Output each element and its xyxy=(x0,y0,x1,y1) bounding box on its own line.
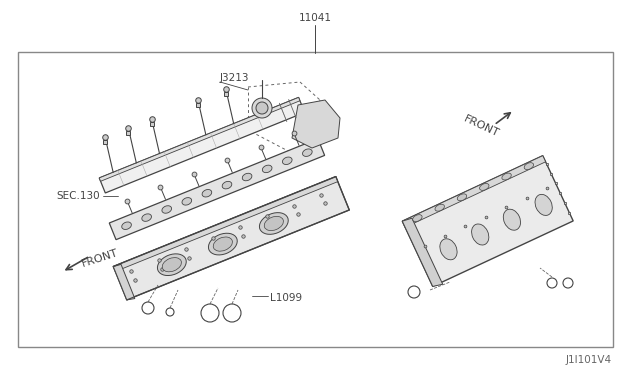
Text: FRONT: FRONT xyxy=(461,113,500,138)
Ellipse shape xyxy=(479,183,489,190)
Ellipse shape xyxy=(458,194,467,201)
Ellipse shape xyxy=(440,239,457,260)
Ellipse shape xyxy=(182,198,191,205)
Ellipse shape xyxy=(472,224,489,245)
Text: FRONT: FRONT xyxy=(81,247,120,269)
Circle shape xyxy=(256,102,268,114)
Ellipse shape xyxy=(259,213,288,234)
Ellipse shape xyxy=(503,209,520,230)
Ellipse shape xyxy=(142,214,152,221)
Ellipse shape xyxy=(524,163,534,170)
Circle shape xyxy=(252,98,272,118)
Polygon shape xyxy=(403,155,573,286)
Polygon shape xyxy=(99,97,305,193)
Ellipse shape xyxy=(264,217,284,231)
Ellipse shape xyxy=(435,204,444,211)
Polygon shape xyxy=(99,97,300,181)
Ellipse shape xyxy=(282,157,292,164)
Text: J3213: J3213 xyxy=(220,73,250,83)
Polygon shape xyxy=(403,155,546,227)
Polygon shape xyxy=(403,218,443,286)
Polygon shape xyxy=(113,177,338,272)
Ellipse shape xyxy=(303,149,312,156)
Polygon shape xyxy=(109,139,324,240)
Ellipse shape xyxy=(413,215,422,222)
Ellipse shape xyxy=(262,165,272,173)
Ellipse shape xyxy=(243,173,252,181)
Polygon shape xyxy=(113,177,349,300)
Ellipse shape xyxy=(209,233,237,255)
Ellipse shape xyxy=(222,182,232,189)
Bar xyxy=(18,52,613,347)
Text: L1099: L1099 xyxy=(270,293,302,303)
Ellipse shape xyxy=(163,257,181,272)
Polygon shape xyxy=(113,264,135,300)
Ellipse shape xyxy=(213,237,232,251)
Ellipse shape xyxy=(535,195,552,215)
Ellipse shape xyxy=(162,206,172,213)
Ellipse shape xyxy=(202,189,212,197)
Ellipse shape xyxy=(122,222,131,230)
Text: SEC.130: SEC.130 xyxy=(56,191,100,201)
Ellipse shape xyxy=(502,173,511,180)
Text: J1I101V4: J1I101V4 xyxy=(566,355,612,365)
Ellipse shape xyxy=(157,254,186,276)
Text: 11041: 11041 xyxy=(298,13,332,23)
Polygon shape xyxy=(292,100,340,148)
